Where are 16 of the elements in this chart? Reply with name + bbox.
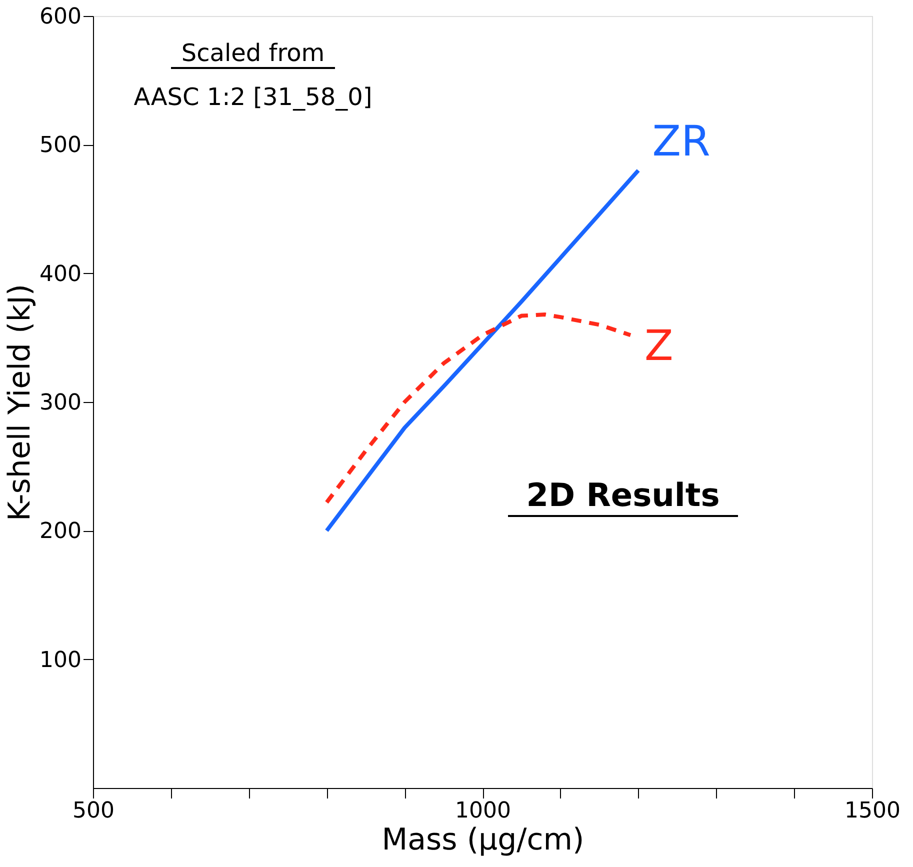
x-tick-label: 500 [72, 798, 114, 824]
y-tick-label: 400 [40, 262, 82, 287]
annotation: Scaled from [181, 39, 325, 67]
y-tick-label: 500 [40, 133, 82, 158]
y-tick-label: 200 [40, 519, 82, 544]
x-axis-title: Mass (µg/cm) [382, 822, 584, 858]
x-tick-label: 1500 [844, 798, 900, 824]
y-tick-label: 300 [40, 390, 82, 416]
annotation: AASC 1:2 [31_58_0] [134, 83, 372, 111]
series-label: Z [644, 321, 674, 370]
y-tick-label: 100 [40, 648, 82, 673]
annotation: 2D Results [526, 476, 720, 514]
y-axis-title: K-shell Yield (kJ) [2, 284, 38, 522]
series-label: ZR [652, 116, 710, 166]
y-tick-label: 600 [40, 4, 82, 30]
x-tick-label: 1000 [455, 798, 511, 824]
